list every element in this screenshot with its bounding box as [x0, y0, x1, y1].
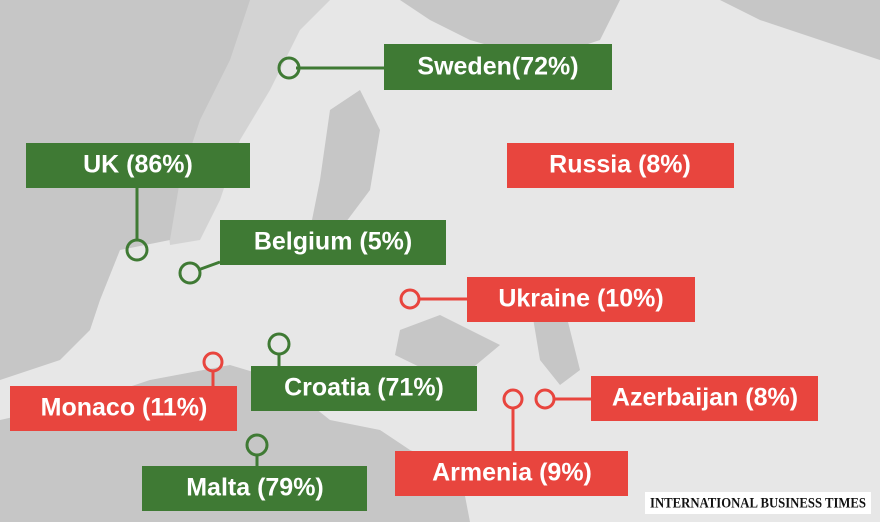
label-box [467, 277, 695, 322]
label: Armenia (9%) [432, 459, 592, 487]
marker [267, 332, 291, 356]
marker [245, 433, 269, 457]
label: Sweden(72%) [417, 53, 578, 81]
label-box [395, 451, 628, 496]
marker [502, 388, 524, 410]
logo-bg [645, 492, 871, 514]
label-box [507, 143, 734, 188]
marker [178, 261, 202, 285]
marker [202, 351, 224, 373]
label: Belgium (5%) [254, 228, 412, 256]
label-group: Sweden(72%) UK (86%) Russia (8%) Belgium… [10, 44, 818, 511]
connector [197, 260, 221, 272]
label: Croatia (71%) [284, 374, 444, 402]
label-box [26, 143, 250, 188]
label-box [251, 366, 477, 411]
marker [277, 56, 301, 80]
label: Malta (79%) [186, 474, 324, 502]
label-box [384, 44, 612, 90]
label-box [591, 376, 818, 421]
marker [399, 288, 421, 310]
label: UK (86%) [83, 151, 193, 179]
label-box [220, 220, 446, 265]
label-box [10, 386, 237, 431]
label: Russia (8%) [549, 151, 691, 179]
marker [125, 238, 149, 262]
label-box [142, 466, 367, 511]
label: Azerbaijan (8%) [612, 384, 798, 412]
logo: INTERNATIONAL BUSINESS TIMES [650, 495, 866, 511]
marker [534, 388, 556, 410]
label: Ukraine (10%) [498, 285, 663, 313]
label: Monaco (11%) [41, 394, 208, 422]
